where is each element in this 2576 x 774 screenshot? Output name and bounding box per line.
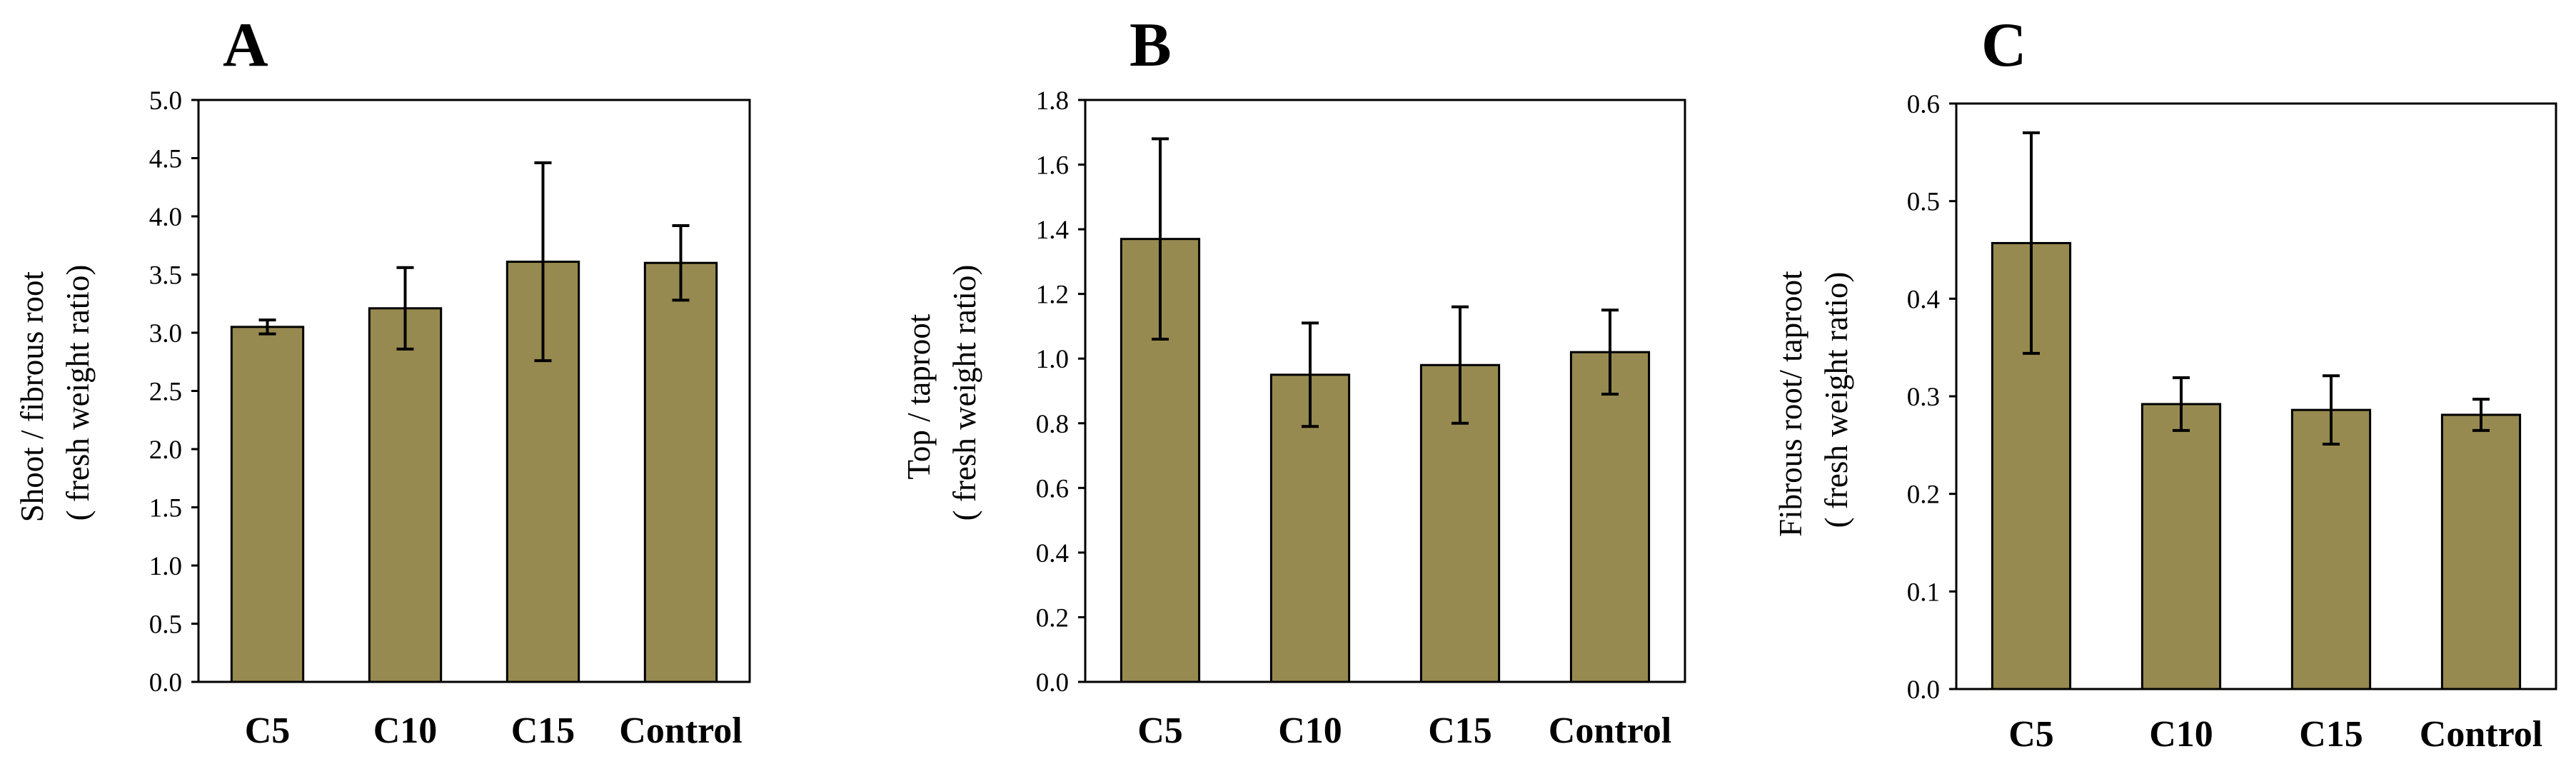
y-tick-label-a: 0.0 [149, 668, 182, 698]
y-tick-label-a: 5.0 [149, 86, 182, 116]
x-category-label-a: C10 [373, 710, 438, 751]
panel-label-b: B [1129, 11, 1172, 80]
y-tick-label-c: 0.4 [1907, 285, 1940, 314]
bar-c-c15 [2290, 408, 2372, 690]
y-axis-title-c: Fibrous root/ taproot ( fresh weight rat… [1773, 263, 1854, 537]
y-tick-label-c: 0.3 [1907, 383, 1940, 412]
y-tick-label-c: 0.1 [1907, 578, 1940, 607]
y-axis-title-c-line2: ( fresh weight ratio) [1818, 272, 1854, 528]
y-axis-title-b-line2: ( fresh weight ratio) [947, 265, 982, 521]
panel-label-a: A [223, 11, 268, 80]
x-category-label-b: C15 [1428, 710, 1492, 751]
panel-label-c: C [1981, 11, 2027, 80]
x-category-label-a: Control [619, 710, 742, 751]
y-axis-title-a: Shoot / fibrous root ( fresh weight rati… [14, 263, 96, 523]
x-category-label-a: C5 [245, 710, 291, 751]
y-tick-label-a: 3.0 [149, 319, 182, 348]
y-tick-label-a: 4.5 [149, 145, 182, 174]
y-tick-label-b: 1.6 [1036, 151, 1069, 181]
y-tick-label-b: 0.0 [1036, 668, 1069, 698]
y-tick-label-b: 1.0 [1036, 345, 1069, 374]
x-category-label-c: C5 [2008, 714, 2054, 755]
y-axis-title-a-line2: ( fresh weight ratio) [60, 265, 96, 521]
chart-panel-c: 0.0 0.1 0.2 0.3 0.4 0.5 0.6 C5 C10 C15 Control [1907, 90, 2557, 755]
y-axis-title-a-line1: Shoot / fibrous root [14, 271, 50, 523]
x-category-label-a: C15 [511, 710, 575, 751]
x-category-label-c: C15 [2299, 714, 2363, 755]
bar-c-control [2440, 413, 2522, 690]
y-tick-label-c: 0.0 [1907, 675, 1940, 705]
y-axis-title-b: Top / taproot ( fresh weight ratio) [901, 265, 982, 521]
y-tick-label-b: 1.4 [1036, 216, 1069, 245]
plot-frame-b [1084, 99, 1686, 683]
chart-panel-b: 0.0 0.2 0.4 0.6 0.8 1.0 1.2 1.4 1.6 1.8 C5 C10 C15 Co… [1036, 86, 1686, 751]
y-axis-title-b-line1: Top / taproot [901, 313, 937, 479]
bar-a-c10 [368, 307, 443, 683]
x-category-label-c: Control [2420, 714, 2542, 755]
y-tick-label-b: 0.2 [1036, 603, 1069, 633]
x-category-label-c: C10 [2149, 714, 2213, 755]
y-tick-label-a: 1.5 [149, 494, 182, 523]
y-tick-label-a: 2.0 [149, 436, 182, 465]
y-tick-label-c: 0.6 [1907, 90, 1940, 119]
x-category-label-b: C10 [1278, 710, 1342, 751]
y-tick-label-c: 0.2 [1907, 481, 1940, 510]
y-tick-label-b: 1.8 [1036, 86, 1069, 116]
y-tick-label-a: 3.5 [149, 261, 182, 291]
y-tick-label-a: 4.0 [149, 203, 182, 232]
chart-panel-a: 0.0 0.5 1.0 1.5 2.0 2.5 3.0 3.5 4.0 4.5 5.0 C5 C10 C1… [149, 86, 751, 751]
y-tick-label-b: 1.2 [1036, 281, 1069, 310]
y-tick-label-a: 0.5 [149, 610, 182, 640]
bar-b-control [1569, 351, 1651, 683]
y-tick-label-a: 1.0 [149, 552, 182, 581]
x-category-label-b: Control [1549, 710, 1671, 751]
y-axis-title-c-line1: Fibrous root/ taproot [1773, 271, 1808, 537]
y-tick-label-b: 0.8 [1036, 410, 1069, 439]
y-tick-label-a: 2.5 [149, 378, 182, 407]
y-tick-label-c: 0.5 [1907, 188, 1940, 217]
y-tick-label-b: 0.4 [1036, 539, 1069, 568]
y-tick-label-b: 0.6 [1036, 474, 1069, 503]
bar-a-c5 [230, 326, 305, 683]
x-category-label-b: C5 [1137, 710, 1183, 751]
bar-c-c10 [2140, 403, 2222, 690]
bar-a-control [643, 261, 718, 683]
